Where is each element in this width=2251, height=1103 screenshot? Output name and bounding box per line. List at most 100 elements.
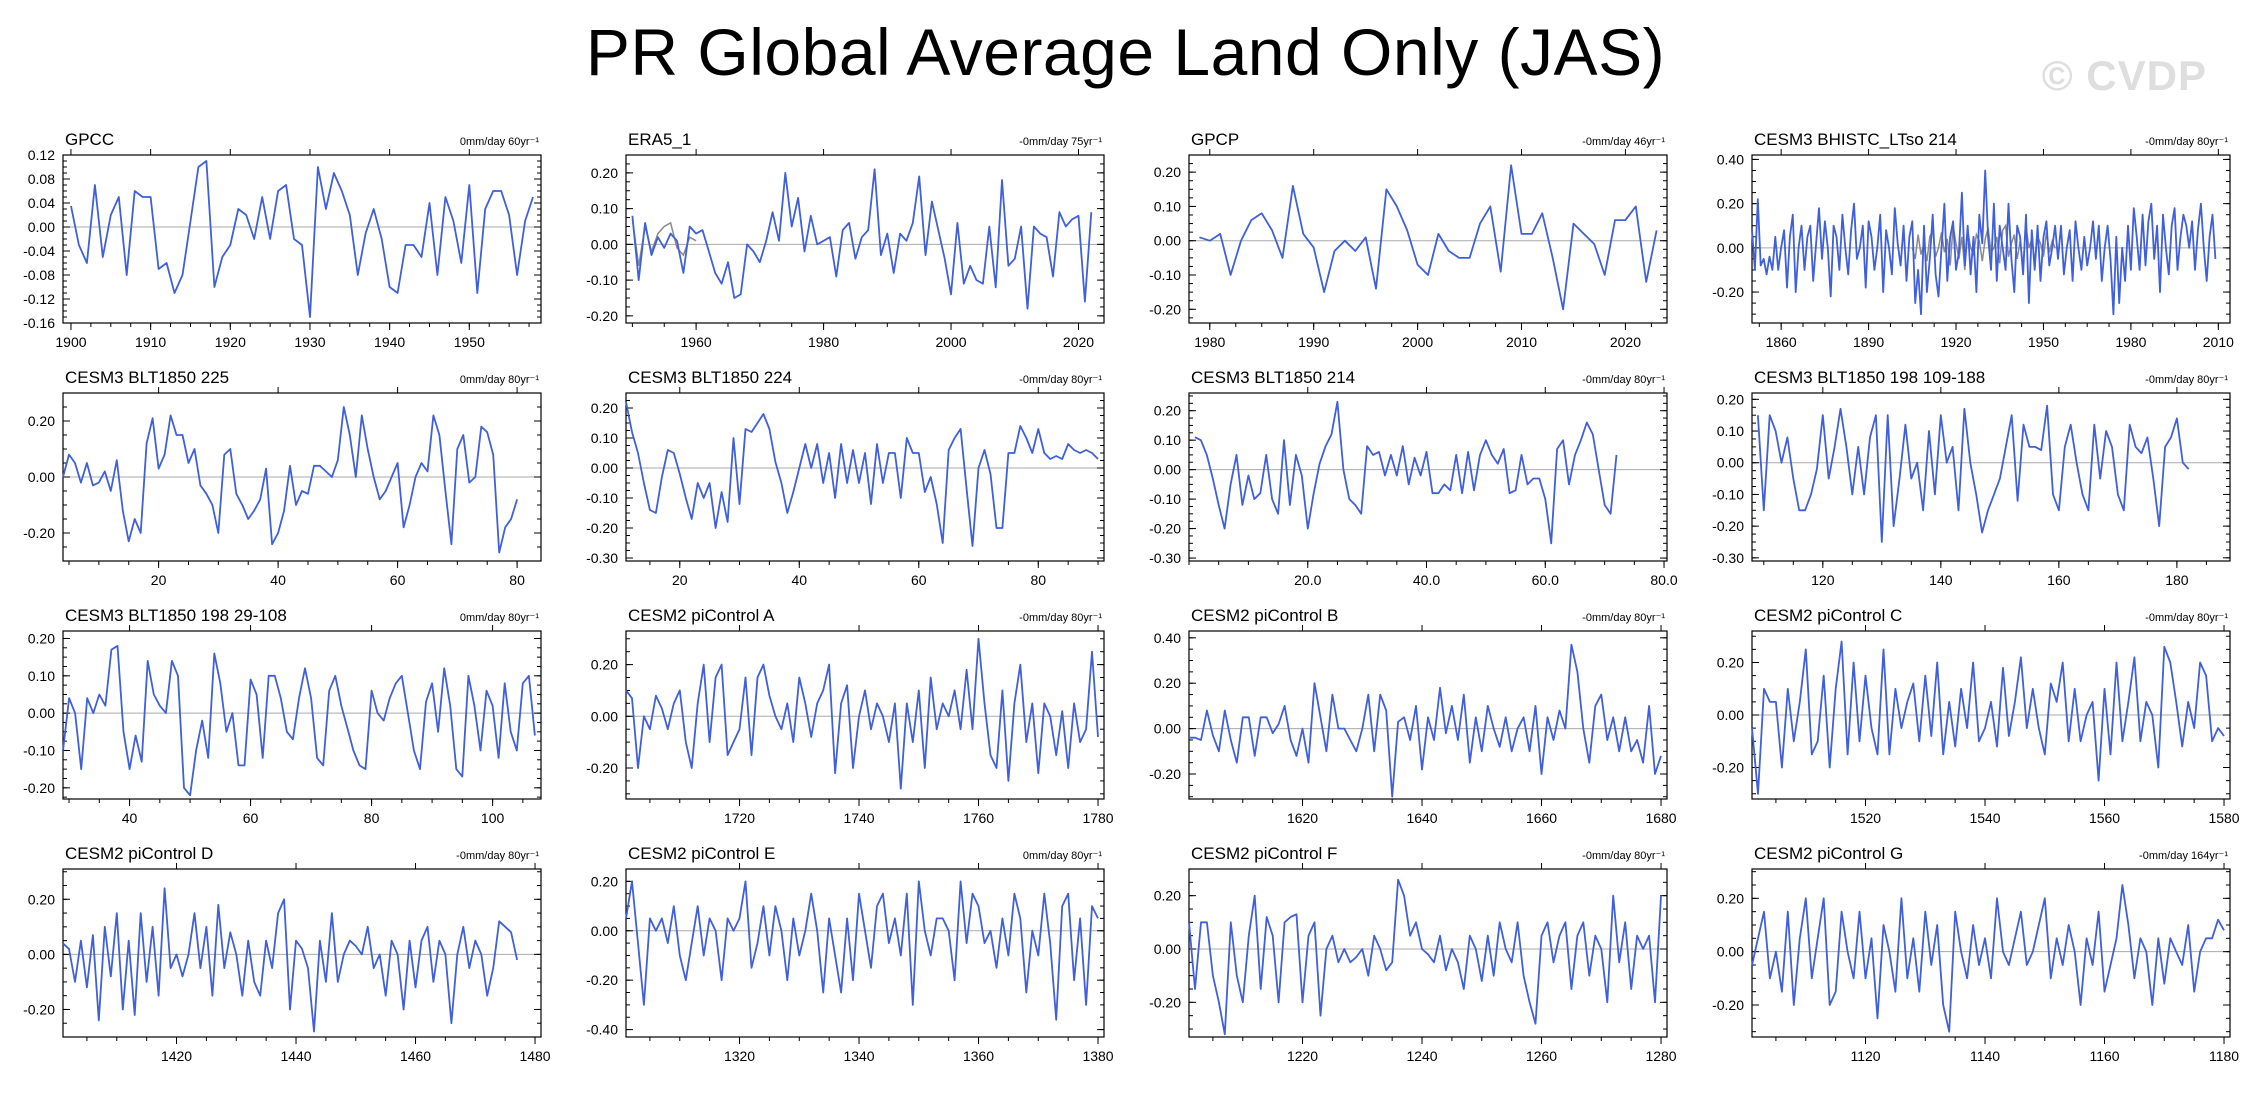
chart-panel: CESM3 BLT1850 214 -0mm/day 80yr⁻¹ -0.30 -0.… bbox=[1149, 368, 1678, 588]
chart-panel: CESM2 piControl D -0mm/day 80yr⁻¹ -0.20 0.0… bbox=[23, 844, 551, 1064]
x-ticks bbox=[1763, 387, 2207, 568]
x-tick-label: 1360 bbox=[963, 1048, 994, 1064]
trend-label: 0mm/day 80yr⁻¹ bbox=[460, 374, 539, 386]
x-tick-label: 1780 bbox=[1082, 810, 1113, 826]
x-tick-label: 120 bbox=[1811, 572, 1835, 588]
y-ticks bbox=[626, 638, 1104, 795]
y-ticks bbox=[63, 392, 541, 562]
x-tick-label: 140 bbox=[1929, 572, 1953, 588]
x-tick-label: 20 bbox=[672, 572, 688, 588]
x-ticks bbox=[1212, 863, 1662, 1044]
x-tick-label: 1980 bbox=[808, 334, 839, 350]
x-tick-label: 1900 bbox=[55, 334, 86, 350]
y-tick-label: -0.12 bbox=[23, 291, 55, 307]
panel-title: CESM2 piControl E bbox=[628, 844, 775, 863]
x-tick-label: 1660 bbox=[1526, 810, 1557, 826]
x-tick-label: 1720 bbox=[724, 810, 755, 826]
x-ticks bbox=[1212, 625, 1662, 806]
x-ticks bbox=[1775, 625, 2225, 806]
panel-title: GPCP bbox=[1191, 130, 1239, 149]
y-tick-label: 0.00 bbox=[1717, 455, 1744, 471]
y-ticks bbox=[63, 154, 541, 324]
x-tick-label: 1140 bbox=[1970, 1048, 2000, 1064]
y-tick-label: 0.20 bbox=[1717, 655, 1744, 671]
x-tick-label: 2010 bbox=[1506, 334, 1537, 350]
y-tick-label: 0.00 bbox=[1154, 721, 1181, 737]
plot-frame bbox=[1751, 868, 2231, 1038]
y-tick-label: 0.20 bbox=[1717, 890, 1744, 906]
y-tick-label: -0.10 bbox=[586, 272, 618, 288]
y-tick-label: 0.00 bbox=[591, 708, 618, 724]
x-tick-label: 1120 bbox=[1850, 1048, 1880, 1064]
y-ticks bbox=[1752, 635, 2230, 795]
panel-title: CESM2 piControl G bbox=[1754, 844, 1903, 863]
x-tick-label: 80 bbox=[364, 810, 380, 826]
y-tick-label: 0.20 bbox=[591, 873, 618, 889]
y-tick-label: -0.20 bbox=[23, 780, 55, 796]
plot-frame bbox=[625, 392, 1105, 562]
x-tick-label: 2000 bbox=[1402, 334, 1433, 350]
panel-title: CESM2 piControl C bbox=[1754, 606, 1902, 625]
x-ticks bbox=[1758, 149, 2219, 330]
panel-title: CESM2 piControl D bbox=[65, 844, 213, 863]
chart-panel: GPCC 0mm/day 60yr⁻¹ -0.16 -0.12 -0.08 -0.04 0.… bbox=[23, 130, 542, 350]
x-tick-label: 2000 bbox=[935, 334, 966, 350]
series-line bbox=[1751, 884, 2225, 1033]
x-tick-label: 1280 bbox=[1645, 1048, 1676, 1064]
chart-panel: ERA5_1 -0mm/day 75yr⁻¹ -0.20 -0.10 0.00 0.10 0… bbox=[586, 130, 1105, 350]
x-tick-label: 1990 bbox=[1298, 334, 1329, 350]
trend-label: -0mm/day 80yr⁻¹ bbox=[2145, 612, 2228, 624]
trend-label: -0mm/day 75yr⁻¹ bbox=[1019, 136, 1102, 148]
y-tick-label: 0.20 bbox=[1154, 403, 1181, 419]
x-tick-label: 1340 bbox=[843, 1048, 874, 1064]
y-tick-label: 0.10 bbox=[1154, 198, 1181, 214]
y-tick-label: -0.20 bbox=[1712, 518, 1744, 534]
y-ticks bbox=[626, 868, 1104, 1031]
y-tick-label: 0.00 bbox=[28, 705, 55, 721]
series-line bbox=[625, 637, 1099, 790]
plot-frame bbox=[625, 630, 1105, 800]
y-tick-label: 0.00 bbox=[591, 236, 618, 252]
x-tick-label: 1520 bbox=[1850, 810, 1881, 826]
y-tick-label: -0.20 bbox=[23, 525, 55, 541]
y-tick-label: 0.20 bbox=[591, 657, 618, 673]
y-ticks bbox=[626, 392, 1104, 559]
chart-panel: GPCP -0mm/day 46yr⁻¹ -0.20 -0.10 0.00 0.10 0.2… bbox=[1149, 130, 1668, 350]
x-tick-label: 1920 bbox=[215, 334, 246, 350]
chart-panel: CESM3 BLT1850 198 109-188 -0mm/day 80yr⁻¹… bbox=[1712, 368, 2231, 588]
y-tick-label: -0.10 bbox=[586, 490, 618, 506]
x-tick-label: 1580 bbox=[2208, 810, 2239, 826]
plot-frame bbox=[1188, 630, 1668, 800]
y-tick-label: -0.10 bbox=[23, 742, 55, 758]
trend-label: -0mm/day 80yr⁻¹ bbox=[2145, 136, 2228, 148]
x-tick-label: 1220 bbox=[1287, 1048, 1318, 1064]
x-tick-label: 1910 bbox=[135, 334, 166, 350]
y-tick-label: 0.20 bbox=[28, 630, 55, 646]
y-tick-label: 0.10 bbox=[591, 430, 618, 446]
x-tick-label: 1940 bbox=[374, 334, 405, 350]
y-tick-label: 0.00 bbox=[1154, 941, 1181, 957]
x-tick-label: 40 bbox=[122, 810, 138, 826]
x-tick-label: 40 bbox=[270, 572, 286, 588]
x-tick-label: 1420 bbox=[161, 1048, 192, 1064]
x-tick-label: 20 bbox=[151, 572, 167, 588]
y-tick-label: 0.20 bbox=[28, 891, 55, 907]
y-tick-label: -0.30 bbox=[1712, 550, 1744, 566]
x-ticks bbox=[68, 387, 518, 568]
series-line bbox=[1188, 878, 1662, 1036]
series-line bbox=[62, 887, 518, 1033]
x-tick-label: 1760 bbox=[963, 810, 994, 826]
y-tick-label: -0.20 bbox=[586, 972, 618, 988]
trend-label: -0mm/day 80yr⁻¹ bbox=[1582, 612, 1665, 624]
y-tick-label: 0.20 bbox=[1717, 196, 1744, 212]
x-tick-label: 1640 bbox=[1406, 810, 1437, 826]
plot-frame bbox=[62, 154, 542, 324]
panel-title: CESM3 BLT1850 198 29-108 bbox=[65, 606, 287, 625]
series-line bbox=[1757, 404, 2190, 543]
x-tick-label: 1380 bbox=[1082, 1048, 1113, 1064]
series-line bbox=[70, 160, 534, 318]
x-tick-label: 1740 bbox=[843, 810, 874, 826]
x-tick-label: 1260 bbox=[1526, 1048, 1557, 1064]
y-tick-label: 0.10 bbox=[1717, 423, 1744, 439]
y-tick-label: 0.00 bbox=[591, 923, 618, 939]
